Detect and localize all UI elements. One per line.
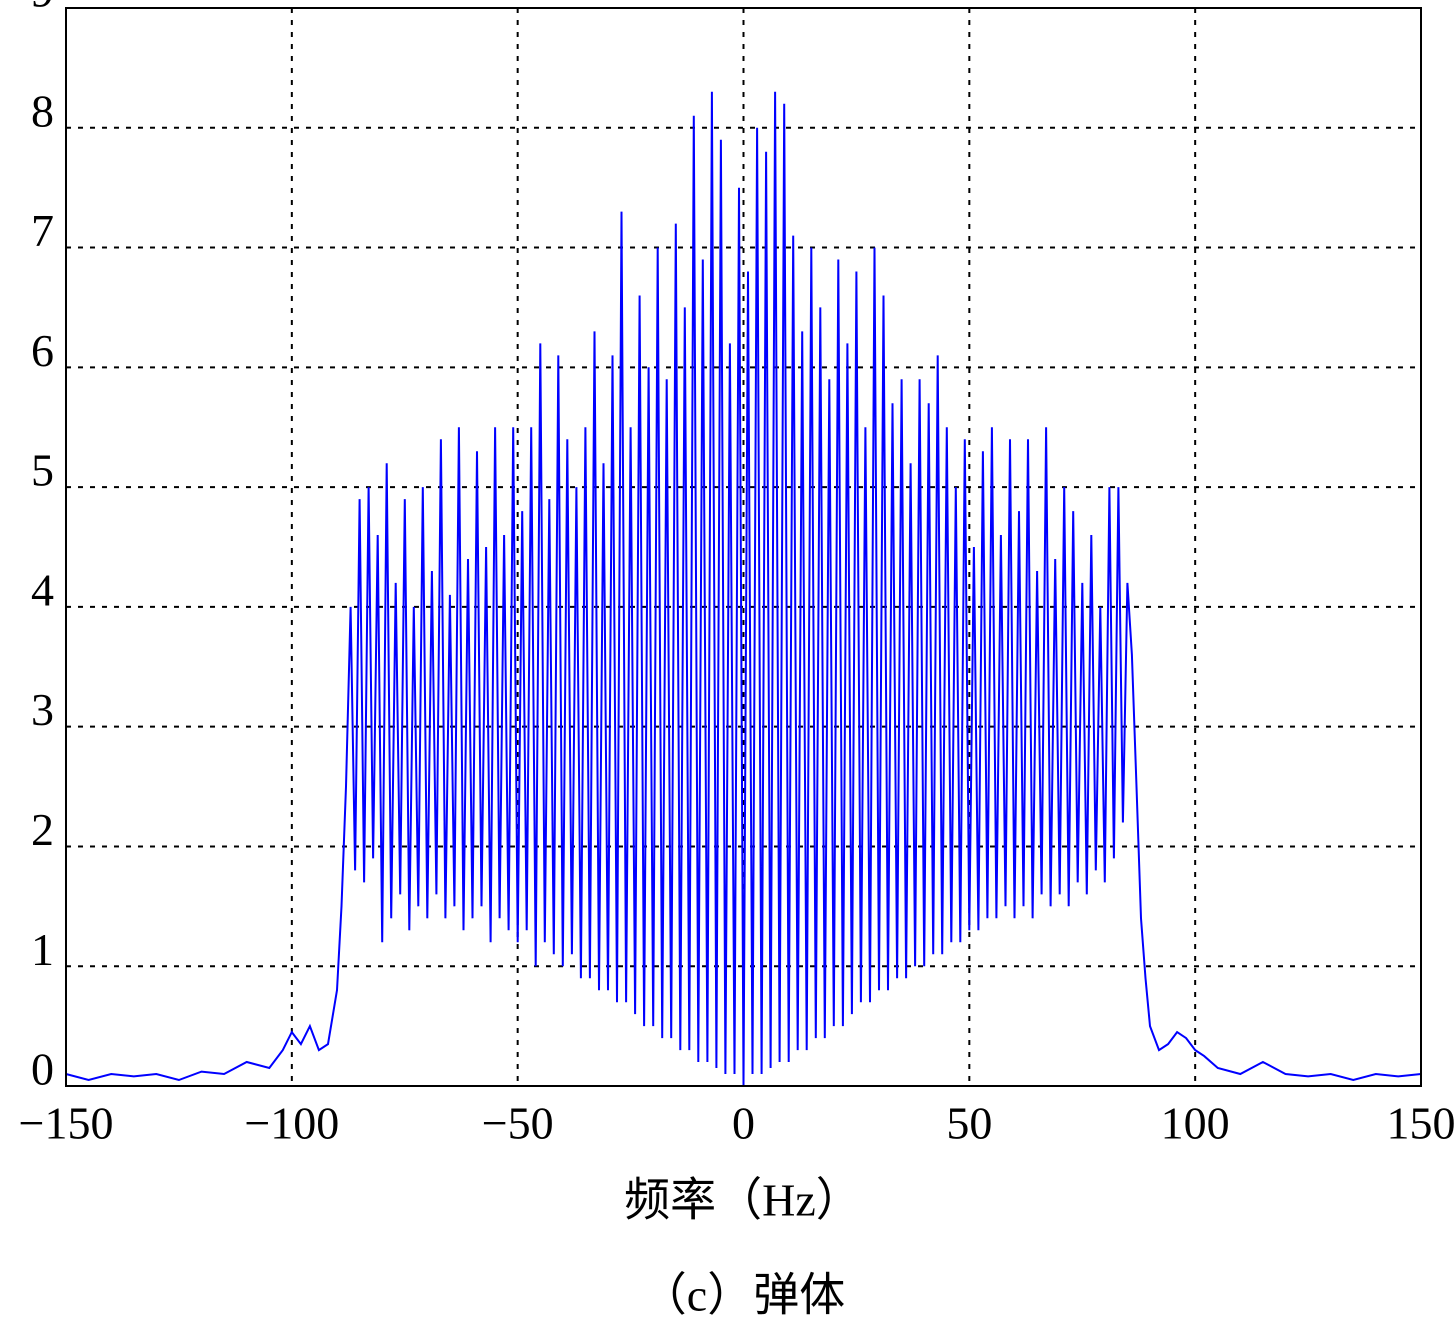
y-tick-label: 9 bbox=[31, 0, 54, 17]
y-tick-label: 4 bbox=[31, 564, 54, 615]
y-tick-label: 3 bbox=[31, 684, 54, 735]
x-tick-label: −150 bbox=[19, 1098, 114, 1149]
x-tick-label: 150 bbox=[1387, 1098, 1454, 1149]
x-tick-label: −100 bbox=[244, 1098, 339, 1149]
y-tick-label: 2 bbox=[31, 804, 54, 855]
caption: （c）弹体 bbox=[641, 1270, 845, 1321]
y-tick-label: 7 bbox=[31, 205, 54, 256]
y-tick-label: 8 bbox=[31, 85, 54, 136]
x-axis-label: 频率（Hz） bbox=[624, 1175, 862, 1226]
x-tick-label: 0 bbox=[732, 1098, 755, 1149]
y-tick-label: 5 bbox=[31, 445, 54, 496]
y-tick-label: 1 bbox=[31, 924, 54, 975]
x-tick-label: 100 bbox=[1161, 1098, 1230, 1149]
x-tick-label: −50 bbox=[482, 1098, 554, 1149]
y-tick-label: 6 bbox=[31, 325, 54, 376]
y-tick-label: 0 bbox=[31, 1044, 54, 1095]
x-tick-label: 50 bbox=[946, 1098, 992, 1149]
plot-frame bbox=[65, 7, 1422, 1087]
